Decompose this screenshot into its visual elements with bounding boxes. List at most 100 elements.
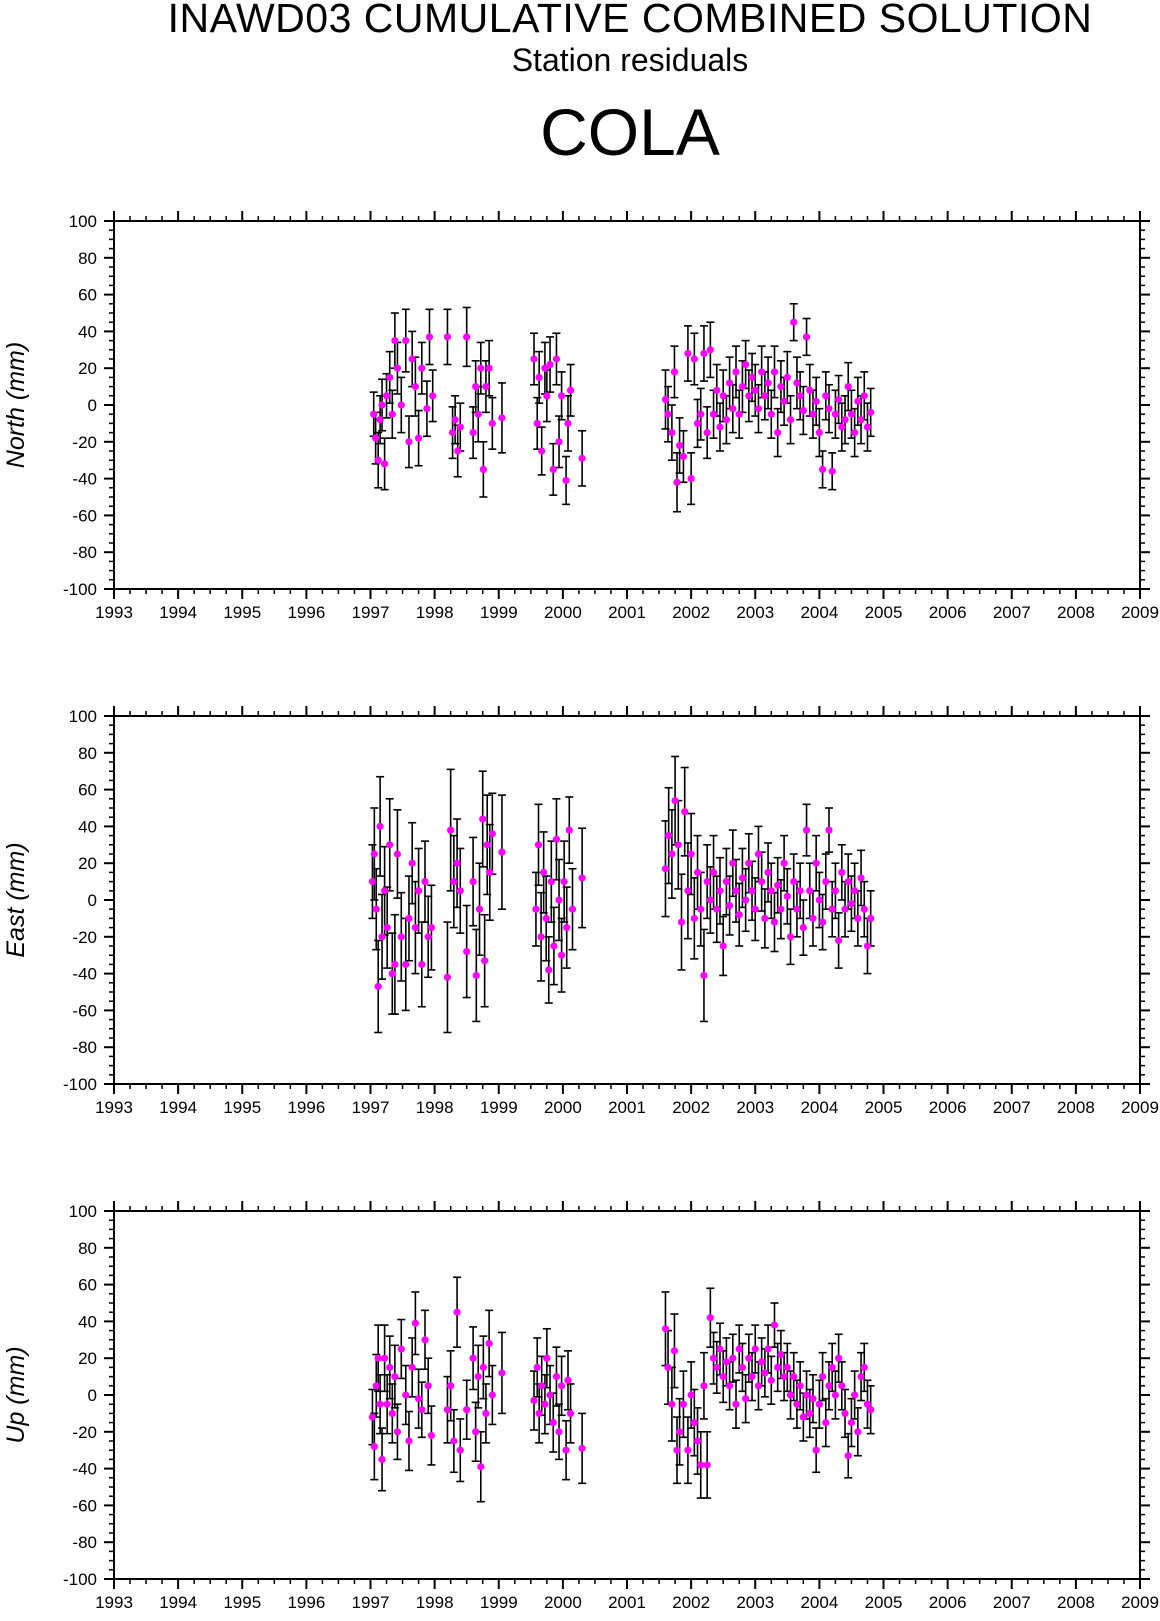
data-point: [780, 1373, 788, 1381]
data-point: [697, 1461, 705, 1469]
data-point: [537, 933, 545, 941]
data-point: [664, 410, 672, 418]
data-point: [378, 933, 386, 941]
data-point: [443, 973, 452, 981]
x-tick-label: 2000: [544, 1098, 582, 1117]
y-tick-label: 60: [78, 286, 97, 305]
data-point: [543, 392, 551, 400]
y-tick-label: 40: [78, 817, 97, 836]
data-point: [552, 1373, 561, 1381]
data-point: [382, 392, 391, 400]
x-tick-label: 1994: [159, 1098, 197, 1117]
x-tick-label: 1999: [480, 603, 518, 622]
data-point: [402, 337, 410, 345]
x-tick-label: 1999: [480, 1098, 518, 1117]
data-point: [421, 1336, 429, 1344]
data-point: [863, 423, 872, 431]
x-tick-label: 2008: [1057, 1098, 1095, 1117]
data-point: [453, 1308, 461, 1316]
data-point: [742, 1395, 750, 1403]
data-point: [540, 868, 548, 877]
x-tick-label: 2005: [865, 1098, 903, 1117]
data-point: [463, 1406, 471, 1414]
data-point: [857, 1373, 865, 1381]
data-point: [854, 1428, 862, 1436]
data-point: [761, 1369, 769, 1377]
data-point: [498, 848, 506, 856]
data-point: [408, 1363, 416, 1371]
x-tick-label: 2009: [1121, 1593, 1159, 1612]
data-point: [386, 373, 394, 381]
data-point: [806, 887, 814, 895]
data-point: [860, 905, 868, 913]
data-point: [738, 1363, 747, 1371]
data-point: [812, 397, 820, 405]
data-point: [751, 905, 759, 913]
x-tick-label: 1993: [95, 1593, 133, 1612]
data-point: [538, 1382, 546, 1390]
y-tick-label: 80: [78, 744, 97, 763]
data-point: [405, 438, 413, 446]
data-point: [719, 942, 727, 950]
data-point: [770, 368, 779, 376]
data-point: [443, 333, 452, 341]
data-point: [812, 1446, 820, 1454]
data-point: [735, 1345, 743, 1353]
data-point: [443, 1406, 452, 1414]
x-tick-label: 2006: [929, 603, 967, 622]
data-point: [463, 947, 471, 956]
east-axis-label: East (mm): [2, 842, 30, 957]
data-point: [397, 1345, 405, 1353]
data-point: [745, 859, 753, 867]
data-point: [397, 401, 405, 409]
y-tick-label: -60: [72, 1496, 97, 1515]
y-tick-label: -80: [72, 1038, 97, 1057]
x-tick-label: 2002: [672, 603, 710, 622]
data-point: [764, 1345, 772, 1353]
x-tick-label: 2005: [865, 1593, 903, 1612]
data-point: [742, 896, 750, 904]
data-point: [703, 1461, 711, 1469]
data-point: [758, 368, 766, 376]
data-point: [427, 924, 436, 932]
x-tick-label: 2002: [672, 1593, 710, 1612]
data-point: [687, 1391, 695, 1399]
data-point: [411, 924, 419, 932]
chart-title: INAWD03 CUMULATIVE COMBINED SOLUTION: [167, 0, 1093, 41]
data-point: [498, 414, 506, 422]
data-point: [729, 405, 737, 413]
up-plot-frame: [113, 1210, 1141, 1580]
data-point: [562, 476, 570, 485]
data-point: [425, 333, 434, 341]
data-point: [456, 423, 464, 431]
data-point: [786, 933, 795, 941]
y-tick-label: 0: [88, 891, 97, 910]
data-point: [748, 373, 756, 381]
data-point: [716, 1345, 724, 1353]
data-point: [661, 1325, 670, 1333]
y-tick-label: 60: [78, 1276, 97, 1295]
data-point: [716, 423, 724, 431]
data-point: [754, 1382, 763, 1390]
y-tick-label: -100: [63, 1570, 97, 1589]
data-point: [796, 1382, 804, 1390]
data-point: [552, 355, 561, 363]
data-point: [793, 379, 801, 387]
data-point: [770, 1321, 779, 1329]
data-point: [370, 410, 378, 418]
data-point: [555, 896, 563, 904]
data-point: [777, 905, 785, 913]
x-tick-label: 1994: [159, 1593, 197, 1612]
data-point: [475, 905, 484, 913]
data-point: [713, 386, 721, 394]
data-point: [427, 1431, 436, 1440]
data-point: [479, 465, 487, 473]
data-point: [368, 878, 377, 886]
x-tick-label: 1996: [287, 1593, 325, 1612]
data-point: [532, 905, 540, 913]
data-point: [534, 841, 543, 849]
data-point: [818, 465, 827, 473]
data-point: [809, 914, 817, 923]
data-point: [825, 826, 833, 834]
